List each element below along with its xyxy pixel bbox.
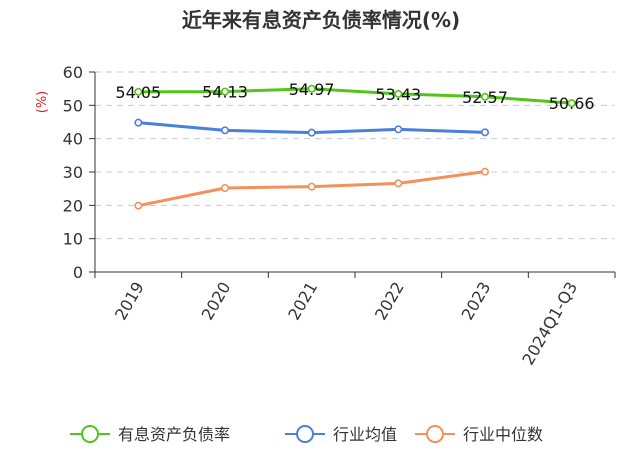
series-3 (134, 167, 489, 210)
series-line (138, 87, 572, 105)
legend-label: 有息资产负债率 (118, 425, 230, 444)
x-tick-label: 2021 (284, 279, 321, 324)
x-tick-label: 2020 (198, 279, 235, 324)
data-label: 52.57 (462, 88, 508, 107)
legend-label: 行业中位数 (463, 425, 543, 444)
legend-marker-icon (296, 425, 314, 443)
legend-label: 行业均值 (333, 425, 397, 444)
data-point[interactable] (307, 128, 316, 137)
legend-item[interactable]: 行业均值 (285, 425, 397, 444)
series-1 (134, 84, 576, 108)
y-axis-ticks: 0 10 20 30 40 50 60 (63, 63, 95, 282)
data-point[interactable] (567, 99, 576, 108)
data-point[interactable] (480, 128, 489, 137)
y-tick-label: 30 (63, 163, 83, 182)
legend-marker-icon (81, 425, 99, 443)
data-point[interactable] (394, 125, 403, 134)
data-point[interactable] (394, 89, 403, 98)
data-point[interactable] (307, 182, 316, 191)
data-point[interactable] (134, 118, 143, 127)
x-tick-label: 2022 (371, 279, 408, 324)
data-label: 50.66 (549, 94, 595, 113)
x-tick-label: 2023 (458, 279, 495, 324)
y-tick-label: 60 (63, 63, 83, 82)
legend-marker-icon (426, 425, 444, 443)
data-point[interactable] (307, 84, 316, 93)
data-label: 54.97 (289, 80, 335, 99)
data-point[interactable] (394, 179, 403, 188)
data-label: 54.13 (202, 83, 248, 102)
y-tick-label: 40 (63, 130, 83, 149)
data-labels: 54.05 54.13 54.97 53.43 52.57 50.66 (115, 80, 594, 113)
y-tick-label: 10 (63, 230, 83, 249)
series-2 (134, 118, 489, 137)
data-label: 53.43 (375, 85, 421, 104)
data-point[interactable] (134, 87, 143, 96)
data-label: 54.05 (115, 83, 161, 102)
data-point[interactable] (480, 92, 489, 101)
x-axis-ticks: 2019 2020 2021 2022 2023 2024Q1-Q3 (94, 272, 616, 369)
y-tick-label: 0 (73, 263, 83, 282)
data-point[interactable] (480, 167, 489, 176)
data-point[interactable] (221, 184, 230, 193)
chart-title: 近年来有息资产负债率情况(%) (182, 8, 460, 32)
legend[interactable]: 有息资产负债率 行业均值 行业中位数 (70, 425, 543, 444)
x-tick-label: 2024Q1-Q3 (518, 279, 581, 369)
legend-item[interactable]: 行业中位数 (415, 425, 543, 444)
grid-lines (95, 71, 615, 240)
y-tick-label: 20 (63, 196, 83, 215)
data-point[interactable] (221, 87, 230, 96)
y-axis-unit-label: (%) (35, 91, 50, 114)
data-point[interactable] (134, 201, 143, 210)
x-tick-label: 2019 (111, 279, 148, 324)
series-lines (134, 84, 576, 210)
y-tick-label: 50 (63, 96, 83, 115)
legend-item[interactable]: 有息资产负债率 (70, 425, 230, 444)
data-point[interactable] (221, 126, 230, 135)
